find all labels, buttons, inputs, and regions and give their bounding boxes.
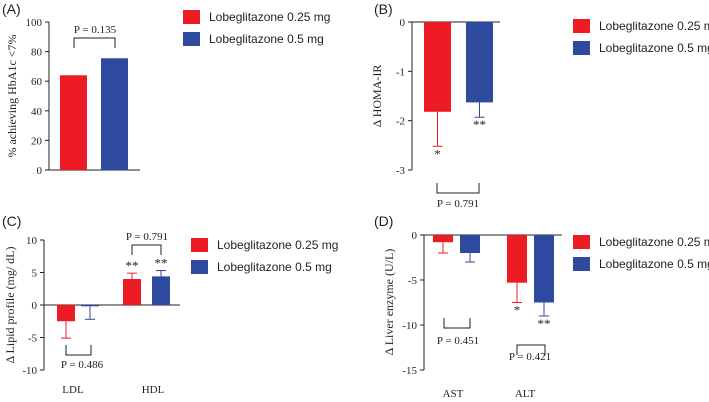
panel-c-legend-label: Lobeglitazone 0.5 mg xyxy=(217,260,332,274)
panel-c-y-tick-label: 10 xyxy=(26,235,38,247)
panel-a-legend-label: Lobeglitazone 0.5 mg xyxy=(209,32,324,46)
panel-b-p-value: P = 0.791 xyxy=(437,198,479,210)
panel-d-y-tick-label: -5 xyxy=(408,275,418,287)
panel-c-p-value: P = 0.486 xyxy=(61,359,104,371)
panel-b-y-title: Δ HOMA-IR xyxy=(370,65,384,128)
panel-c-comparison-bracket xyxy=(131,244,162,255)
panel-c-legend-label: Lobeglitazone 0.25 mg xyxy=(217,238,338,252)
panel-c-significance-mark: ** xyxy=(155,256,168,271)
panel-c-x-tick-label: LDL xyxy=(62,384,84,396)
panel-d-bar xyxy=(507,235,527,283)
panel-d-significance-mark: * xyxy=(514,303,521,318)
panel-a-y-tick-label: 0 xyxy=(37,165,43,177)
panel-a-y-tick-label: 60 xyxy=(31,76,43,88)
panel-c-legend-swatch xyxy=(191,260,208,274)
panel-b-legend-label: Lobeglitazone 0.5 mg xyxy=(599,41,709,55)
panel-d-y-tick-label: 0 xyxy=(412,230,418,242)
panel-c-group: (C) 10 5 0 -5 -10 Δ Lipid profile (mg/ dL) LDL H… xyxy=(2,213,338,396)
panel-a-legend-swatch xyxy=(183,10,200,24)
panel-c-label: (C) xyxy=(2,213,21,229)
panel-c-bar xyxy=(152,276,170,305)
panel-b-group: (B)0-1-2-3Δ HOMA-IR***Lobeglitazone 0.25… xyxy=(370,1,709,194)
panel-d-group: (D)0-5-10-15Δ Liver enzyme (U/L)AST ALT**… xyxy=(374,213,709,400)
panel-c-significance-mark: ** xyxy=(126,258,139,273)
panel-c-comparison-bracket xyxy=(65,345,92,356)
panel-c-y-tick-label: -5 xyxy=(28,333,38,345)
panel-b-significance-mark: ** xyxy=(473,117,486,132)
panel-d-legend-label: Lobeglitazone 0.25 mg xyxy=(599,235,709,249)
panel-a-comparison-bracket xyxy=(73,37,116,48)
panel-c-p-value: P = 0.791 xyxy=(126,231,168,243)
panel-a-group: (A) 0 20 40 60 80 100 % achieving HbA1c <7% Lobe… xyxy=(2,1,330,177)
panel-b-significance-mark: * xyxy=(434,146,441,161)
panel-b-y-tick-label: -1 xyxy=(396,66,405,78)
panel-a-legend-swatch xyxy=(183,32,200,46)
panel-d-y-tick-label: -15 xyxy=(402,365,417,377)
panel-a-y-tick-label: 80 xyxy=(31,47,43,59)
panel-a-y-tick-label: 40 xyxy=(31,106,43,118)
panel-b-bar xyxy=(424,22,451,112)
panel-c-bar xyxy=(57,305,75,322)
panel-a-label: (A) xyxy=(2,1,21,17)
panel-c-legend-swatch xyxy=(191,238,208,252)
panel-d-x-tick-label: ALT xyxy=(515,388,536,400)
panel-d-x-tick-label: AST xyxy=(443,388,464,400)
panel-d-bar xyxy=(433,235,453,243)
panel-d-y-tick-label: -10 xyxy=(402,320,417,332)
panel-b-legend-label: Lobeglitazone 0.25 mg xyxy=(599,19,709,33)
panel-a-y-tick-label: 100 xyxy=(26,17,43,29)
panel-a-bar xyxy=(60,75,87,170)
panel-d-p-value: P = 0.451 xyxy=(437,335,479,347)
panel-a-bar xyxy=(101,58,128,171)
panel-d-legend-label: Lobeglitazone 0.5 mg xyxy=(599,257,709,271)
panel-b-legend-swatch xyxy=(573,41,590,55)
panel-b-comparison-bracket xyxy=(436,183,480,194)
panel-d-p-value: P = 0.421 xyxy=(509,351,551,363)
panel-c-y-tick-label: 0 xyxy=(32,300,38,312)
panel-b-y-tick-label: -2 xyxy=(396,116,405,128)
panel-b-legend-swatch xyxy=(573,19,590,33)
panel-b-label: (B) xyxy=(374,1,393,17)
panel-d-legend-swatch xyxy=(573,257,590,271)
panel-b-y-tick-label: -3 xyxy=(396,165,406,177)
panel-d-comparison-bracket xyxy=(516,344,546,355)
panel-c-bar xyxy=(123,279,141,305)
panel-c-y-title: Δ Lipid profile (mg/ dL) xyxy=(3,246,17,363)
panel-d-significance-mark: ** xyxy=(538,316,551,331)
panel-b-y-tick-label: 0 xyxy=(400,17,406,29)
panel-d-y-title: Δ Liver enzyme (U/L) xyxy=(382,249,396,356)
panel-c-y-tick-label: 5 xyxy=(32,268,38,280)
panel-a-y-tick-label: 20 xyxy=(31,135,43,147)
panel-c-y-tick-label: -10 xyxy=(22,365,37,377)
panel-c-x-tick-label: HDL xyxy=(142,384,165,396)
panel-d-label: (D) xyxy=(374,213,393,229)
panel-b-bar xyxy=(466,22,493,103)
panel-a-y-title: % achieving HbA1c <7% xyxy=(5,34,19,157)
panel-a-p-value: P = 0.135 xyxy=(74,24,117,36)
panel-d-comparison-bracket xyxy=(443,318,471,329)
panel-d-legend-swatch xyxy=(573,235,590,249)
panel-c-bar xyxy=(81,305,99,307)
panel-a-legend-label: Lobeglitazone 0.25 mg xyxy=(209,10,330,24)
panel-d-bar xyxy=(534,235,554,303)
panel-d-bar xyxy=(460,235,480,253)
